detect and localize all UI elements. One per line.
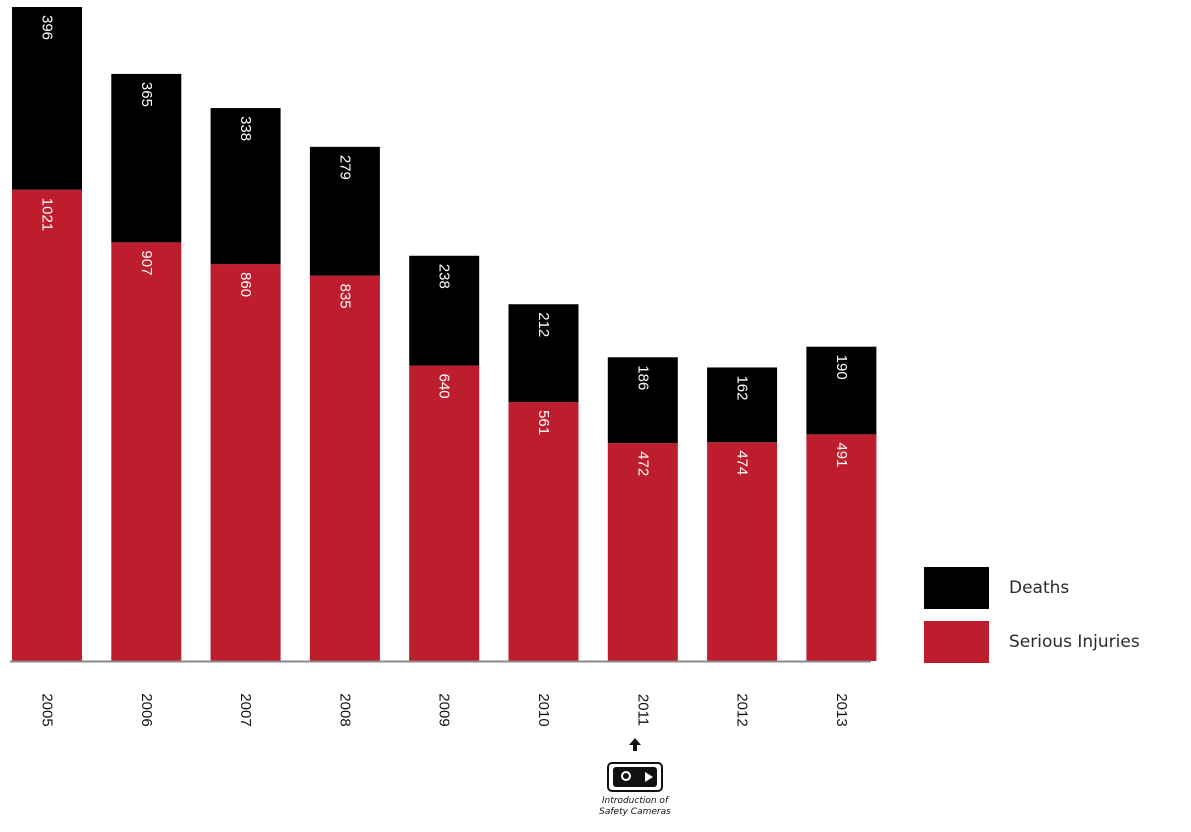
data-label-serious-injuries-2006: 907 — [138, 250, 155, 275]
x-tick-label-2012: 2012 — [734, 693, 751, 726]
bar-serious-injuries-2010 — [508, 402, 579, 661]
bar-deaths-2011 — [607, 357, 678, 444]
legend-swatch-deaths — [924, 567, 989, 609]
data-label-deaths-2008: 279 — [336, 155, 353, 180]
data-label-serious-injuries-2005: 1021 — [39, 198, 56, 231]
safety-camera-icon — [607, 762, 663, 792]
bar-deaths-2012 — [707, 367, 778, 443]
bar-serious-injuries-2012 — [707, 442, 778, 661]
bar-serious-injuries-2013 — [806, 434, 877, 661]
up-arrow-icon — [575, 738, 695, 751]
data-label-serious-injuries-2007: 860 — [237, 272, 254, 297]
bar-deaths-2009 — [409, 255, 480, 366]
data-label-deaths-2006: 365 — [138, 82, 155, 107]
bar-serious-injuries-2011 — [607, 443, 678, 661]
legend-label-serious-injuries: Serious Injuries — [1009, 632, 1140, 652]
data-label-deaths-2005: 396 — [39, 15, 56, 40]
x-tick-label-2006: 2006 — [138, 693, 155, 726]
data-label-serious-injuries-2013: 491 — [833, 442, 850, 467]
bar-serious-injuries-2009 — [409, 365, 480, 661]
x-tick-label-2010: 2010 — [535, 693, 552, 726]
data-label-serious-injuries-2011: 472 — [634, 451, 651, 476]
bar-serious-injuries-2006 — [111, 242, 182, 661]
x-tick-labels: 2005 2006 2007 2008 2009 2010 2011 2012 2013 — [39, 693, 850, 726]
annotation-text-line2: Safety Cameras — [599, 807, 671, 817]
x-tick-label-2007: 2007 — [237, 693, 254, 726]
bars-layer: 1021 396 907 365 860 338 835 279 640 238 561 212 472… — [12, 7, 877, 661]
safety-camera-annotation: Introduction of Safety Cameras — [575, 738, 695, 818]
bar-deaths-2013 — [806, 346, 877, 435]
x-tick-label-2013: 2013 — [833, 693, 850, 726]
legend-label-deaths: Deaths — [1009, 578, 1070, 598]
x-tick-label-2008: 2008 — [336, 693, 353, 726]
bar-deaths-2010 — [508, 304, 579, 403]
data-label-deaths-2011: 186 — [634, 365, 651, 390]
x-tick-label-2005: 2005 — [39, 693, 56, 726]
legend-swatch-serious-injuries — [924, 621, 989, 663]
data-label-serious-injuries-2009: 640 — [436, 374, 453, 399]
x-tick-label-2011: 2011 — [634, 694, 651, 726]
annotation-text-line1: Introduction of — [601, 796, 669, 806]
bar-deaths-2006 — [111, 73, 182, 243]
data-label-deaths-2009: 238 — [436, 264, 453, 289]
legend-item-serious-injuries: Serious Injuries — [924, 621, 1184, 663]
data-label-deaths-2010: 212 — [535, 312, 552, 337]
bar-serious-injuries-2008 — [309, 275, 380, 661]
bar-serious-injuries-2007 — [210, 264, 281, 661]
bar-deaths-2005 — [12, 7, 82, 190]
data-label-deaths-2012: 162 — [734, 375, 751, 400]
bar-deaths-2007 — [210, 108, 281, 265]
data-label-deaths-2013: 190 — [833, 355, 850, 380]
data-label-serious-injuries-2010: 561 — [535, 410, 552, 435]
data-label-serious-injuries-2008: 835 — [336, 284, 353, 309]
bar-serious-injuries-2005 — [12, 189, 82, 661]
bar-deaths-2008 — [309, 146, 380, 276]
data-label-deaths-2007: 338 — [237, 116, 254, 141]
x-tick-label-2009: 2009 — [436, 693, 453, 726]
data-label-serious-injuries-2012: 474 — [734, 450, 751, 475]
legend-item-deaths: Deaths — [924, 567, 1184, 609]
